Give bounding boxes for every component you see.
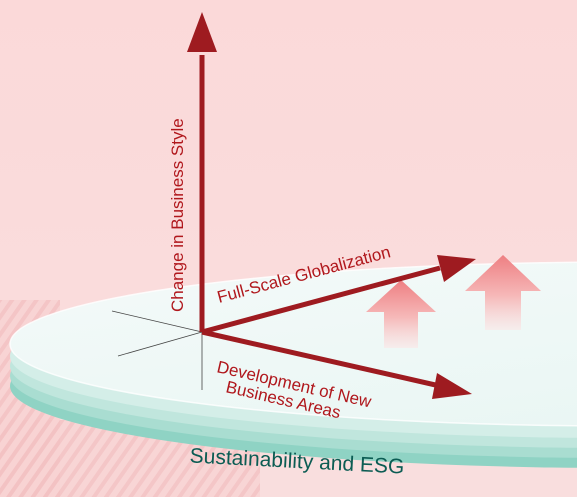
disc-top-rim (9, 261, 577, 427)
vertical-axis-label: Change in Business Style (168, 118, 187, 312)
new-areas-axis-shaft (201, 329, 441, 389)
new-areas-axis-head (432, 373, 472, 399)
globalization-axis-shaft (201, 265, 441, 335)
globalization-axis-head (437, 255, 476, 282)
axis-guides (111, 310, 203, 390)
growth-arrow-large (465, 255, 541, 330)
up-arrow-icon (366, 255, 541, 348)
guide-line-left-down (117, 331, 203, 357)
foundation-disc-stack (9, 261, 577, 468)
axis-arrows (187, 12, 476, 399)
vertical-axis-head (187, 12, 217, 52)
growth-arrow-small (366, 280, 436, 348)
guide-line-left-up (111, 310, 203, 333)
